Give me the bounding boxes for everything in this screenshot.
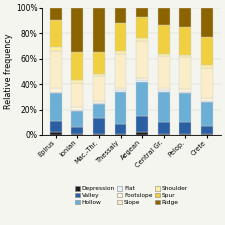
Bar bbox=[158, 90, 170, 92]
Bar bbox=[136, 133, 148, 135]
Bar bbox=[136, 80, 148, 81]
Bar bbox=[72, 127, 83, 134]
Bar bbox=[158, 88, 170, 90]
Bar bbox=[179, 134, 191, 135]
Bar bbox=[179, 8, 191, 27]
Bar bbox=[179, 122, 191, 134]
Bar bbox=[158, 122, 170, 134]
Bar bbox=[179, 27, 191, 55]
Bar bbox=[93, 74, 105, 76]
Bar bbox=[136, 17, 148, 38]
Bar bbox=[72, 134, 83, 135]
Y-axis label: Relative frequency: Relative frequency bbox=[4, 34, 13, 109]
Bar bbox=[115, 124, 126, 134]
Bar bbox=[201, 68, 213, 98]
Bar bbox=[179, 57, 191, 89]
Bar bbox=[158, 92, 170, 122]
Bar bbox=[93, 134, 105, 135]
Bar bbox=[136, 38, 148, 41]
Bar bbox=[136, 41, 148, 78]
Bar bbox=[50, 8, 62, 20]
Bar bbox=[72, 83, 83, 107]
Bar bbox=[136, 116, 148, 133]
Bar bbox=[93, 101, 105, 103]
Bar bbox=[93, 103, 105, 104]
Bar bbox=[179, 55, 191, 57]
Bar bbox=[115, 8, 126, 23]
Bar bbox=[93, 76, 105, 101]
Bar bbox=[136, 81, 148, 116]
Bar bbox=[158, 56, 170, 88]
Bar bbox=[50, 133, 62, 135]
Bar bbox=[201, 65, 213, 68]
Bar bbox=[93, 8, 105, 52]
Bar bbox=[136, 78, 148, 80]
Bar bbox=[136, 8, 148, 17]
Bar bbox=[50, 92, 62, 93]
Bar bbox=[201, 102, 213, 126]
Bar bbox=[115, 23, 126, 51]
Bar bbox=[50, 47, 62, 51]
Bar bbox=[72, 110, 83, 111]
Bar bbox=[50, 51, 62, 88]
Bar bbox=[72, 52, 83, 80]
Bar bbox=[179, 92, 191, 93]
Bar bbox=[72, 8, 83, 52]
Bar bbox=[115, 90, 126, 92]
Bar bbox=[201, 126, 213, 134]
Bar bbox=[158, 8, 170, 25]
Bar bbox=[201, 134, 213, 135]
Bar bbox=[93, 118, 105, 134]
Bar bbox=[72, 80, 83, 83]
Bar bbox=[115, 88, 126, 90]
Bar bbox=[158, 25, 170, 54]
Bar bbox=[115, 51, 126, 54]
Bar bbox=[115, 92, 126, 124]
Bar bbox=[72, 111, 83, 127]
Bar bbox=[50, 88, 62, 92]
Bar bbox=[50, 93, 62, 121]
Bar bbox=[93, 52, 105, 74]
Bar bbox=[201, 37, 213, 65]
Bar bbox=[158, 134, 170, 135]
Bar bbox=[115, 54, 126, 88]
Bar bbox=[158, 54, 170, 56]
Bar bbox=[201, 8, 213, 37]
Bar bbox=[115, 134, 126, 135]
Bar bbox=[93, 104, 105, 118]
Bar bbox=[50, 121, 62, 133]
Bar bbox=[179, 93, 191, 122]
Bar bbox=[72, 107, 83, 110]
Bar bbox=[179, 89, 191, 92]
Bar bbox=[201, 98, 213, 101]
Bar bbox=[201, 101, 213, 102]
Legend: Depression, Valley, Hollow, Flat, Footslope, Slope, Shoulder, Spur, Ridge: Depression, Valley, Hollow, Flat, Footsl… bbox=[72, 184, 190, 207]
Bar bbox=[50, 20, 62, 47]
